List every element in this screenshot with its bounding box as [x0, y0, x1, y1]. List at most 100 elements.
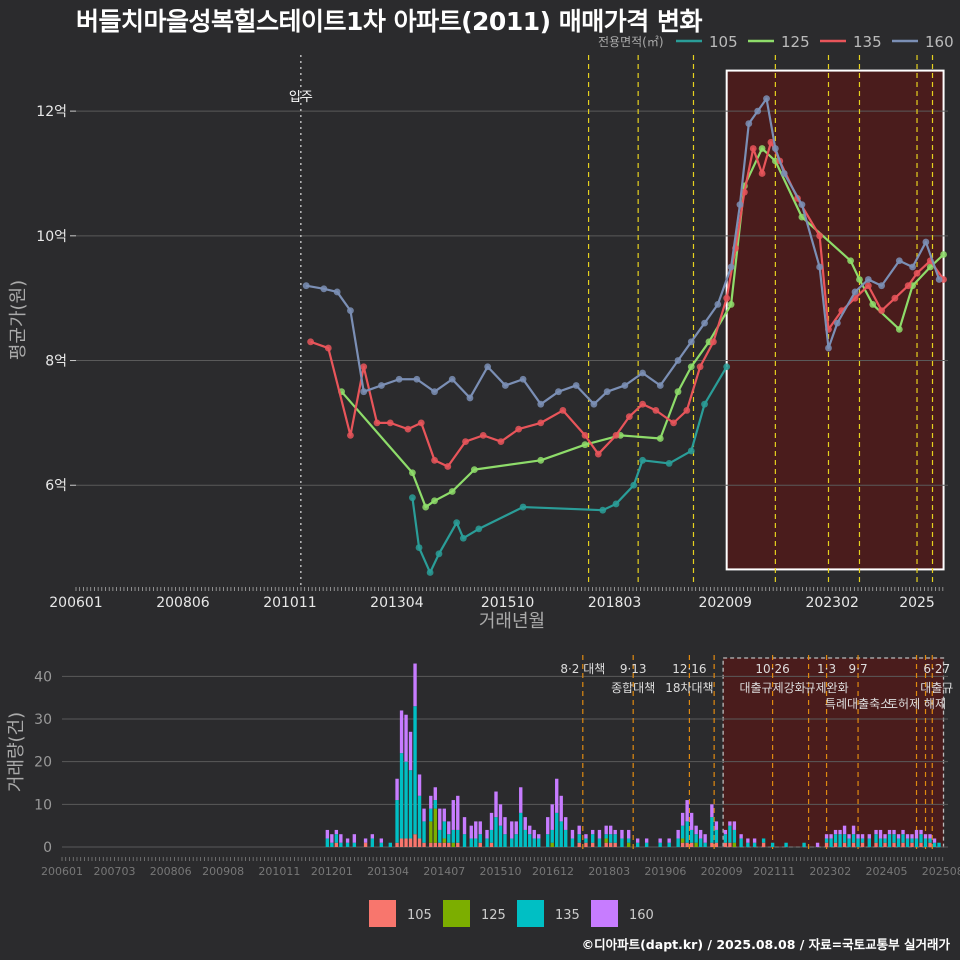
- volume-bar-135: [469, 838, 473, 847]
- volume-bar-160: [550, 804, 554, 830]
- data-point-160: [771, 145, 779, 152]
- volume-x-tick-label: 202302: [809, 865, 851, 878]
- volume-bar-135: [732, 829, 737, 843]
- volume-bar-160: [433, 787, 437, 801]
- volume-bar-135: [370, 838, 375, 847]
- volume-legend-label-105: 105: [407, 908, 432, 923]
- volume-bar-135: [550, 829, 554, 843]
- data-point-160: [798, 201, 806, 209]
- x-tick-label: 201304: [370, 595, 424, 611]
- volume-bar-135: [887, 834, 892, 847]
- x-tick-label: 200601: [49, 595, 102, 611]
- data-point-160: [833, 319, 841, 327]
- data-point-135: [639, 400, 646, 408]
- volume-bar-135: [570, 838, 575, 847]
- volume-bar-160: [379, 838, 384, 843]
- volume-bar-135: [752, 842, 757, 847]
- data-point-160: [347, 307, 354, 315]
- volume-bar-135: [878, 838, 883, 847]
- volume-x-tick-label: 200908: [202, 865, 244, 878]
- volume-bar-160: [456, 795, 460, 830]
- volume-y-tick-label: 10: [34, 797, 52, 813]
- data-point-125: [940, 251, 947, 258]
- volume-bar-125: [429, 821, 433, 843]
- data-point-160: [572, 382, 580, 389]
- data-point-160: [590, 400, 598, 408]
- volume-bar-105: [842, 842, 847, 847]
- data-point-160: [687, 338, 695, 346]
- volume-bar-105: [689, 842, 694, 847]
- data-point-135: [431, 456, 438, 464]
- volume-bar-160: [752, 838, 757, 843]
- y-tick-label: 6억: [45, 478, 67, 494]
- data-point-160: [909, 263, 916, 271]
- policy-date-label: 10·26: [755, 662, 789, 676]
- volume-bar-160: [577, 825, 581, 835]
- policy-date-label: 9·7: [849, 662, 868, 676]
- data-point-135: [479, 431, 487, 439]
- volume-bar-135: [433, 800, 437, 809]
- volume-bar-135: [685, 821, 689, 843]
- volume-bar-125: [680, 838, 685, 843]
- volume-bar-125: [626, 842, 631, 847]
- volume-bar-135: [680, 825, 685, 839]
- volume-bar-160: [680, 812, 685, 826]
- series-160: [302, 95, 943, 408]
- move-in-label: 입주: [289, 90, 313, 105]
- volume-bar-105: [685, 842, 689, 847]
- volume-bar-160: [728, 821, 732, 826]
- data-point-105: [426, 569, 434, 576]
- x-tick-label: 202009: [698, 595, 751, 611]
- volume-y-tick-label: 40: [34, 669, 52, 685]
- volume-y-axis-title: 거래량(건): [6, 712, 27, 792]
- data-point-160: [727, 263, 735, 271]
- volume-bar-160: [867, 834, 871, 839]
- volume-bar-105: [723, 842, 728, 847]
- volume-bar-160: [485, 829, 489, 839]
- volume-bar-105: [874, 842, 878, 847]
- volume-bar-160: [330, 834, 334, 843]
- data-point-125: [687, 363, 695, 371]
- volume-bar-160: [732, 821, 737, 830]
- volume-bar-135: [451, 829, 455, 843]
- volume-bar-135: [462, 834, 467, 847]
- volume-bar-105: [447, 842, 451, 847]
- volume-legend-label-125: 125: [481, 908, 506, 923]
- volume-legend: 105 125 135 160: [369, 900, 654, 927]
- volume-x-tick-label: 201407: [423, 865, 465, 878]
- volume-bar-160: [417, 774, 422, 796]
- data-point-160: [466, 394, 474, 402]
- volume-bar-135: [514, 834, 518, 847]
- data-point-160: [484, 363, 492, 371]
- volume-bar-160: [597, 829, 602, 839]
- volume-bar-105: [577, 842, 581, 847]
- volume-bar-135: [829, 838, 833, 847]
- volume-bar-105: [919, 842, 923, 847]
- volume-legend-swatch-105: [369, 900, 396, 927]
- data-point-160: [780, 170, 788, 177]
- volume-bar-160: [404, 714, 408, 762]
- volume-bar-135: [658, 842, 662, 847]
- data-point-135: [515, 425, 523, 433]
- volume-bar-160: [395, 778, 399, 801]
- data-point-105: [475, 525, 483, 533]
- volume-bar-135: [784, 842, 788, 847]
- volume-bar-160: [399, 710, 404, 754]
- data-point-105: [453, 519, 461, 527]
- volume-bar-125: [604, 838, 608, 843]
- data-point-160: [816, 263, 824, 271]
- x-tick-label: 200806: [156, 595, 210, 611]
- volume-bar-160: [620, 829, 624, 839]
- volume-bar-160: [905, 834, 910, 839]
- volume-bar-135: [847, 838, 851, 847]
- volume-bar-105: [591, 842, 595, 847]
- volume-bar-135: [896, 838, 901, 847]
- data-point-105: [415, 544, 423, 551]
- policy-text-label: 규제완화: [804, 681, 848, 695]
- data-point-135: [581, 431, 589, 439]
- data-point-160: [714, 301, 722, 308]
- volume-bar-160: [559, 795, 563, 822]
- volume-bar-105: [860, 842, 865, 847]
- data-point-135: [904, 282, 912, 290]
- data-point-125: [470, 466, 478, 474]
